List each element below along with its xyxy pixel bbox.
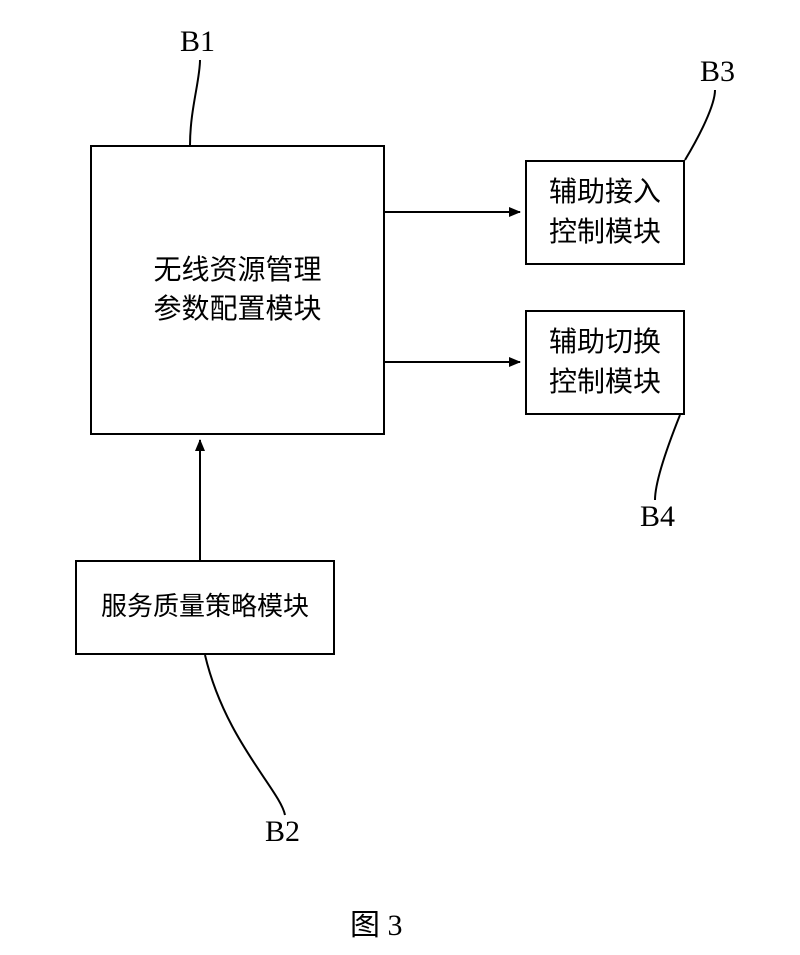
node-b3-text: 辅助接入控制模块	[549, 173, 661, 251]
label-b2: B2	[265, 815, 300, 849]
node-b1: 无线资源管理参数配置模块	[90, 145, 385, 435]
label-b1: B1	[180, 25, 215, 59]
leader-b2	[205, 655, 285, 815]
figure-caption: 图 3	[350, 900, 403, 944]
node-b3: 辅助接入控制模块	[525, 160, 685, 265]
node-b4: 辅助切换控制模块	[525, 310, 685, 415]
leader-b1	[190, 60, 200, 145]
node-b1-text: 无线资源管理参数配置模块	[153, 251, 321, 329]
leader-b4	[655, 415, 680, 500]
label-b4: B4	[640, 500, 675, 534]
node-b2-text: 服务质量策略模块	[101, 589, 309, 625]
label-b3: B3	[700, 55, 735, 89]
leader-b3	[685, 90, 715, 160]
connectors-overlay	[0, 0, 800, 955]
diagram-canvas: 无线资源管理参数配置模块 服务质量策略模块 辅助接入控制模块 辅助切换控制模块 …	[0, 0, 800, 955]
node-b4-text: 辅助切换控制模块	[549, 323, 661, 401]
node-b2: 服务质量策略模块	[75, 560, 335, 655]
